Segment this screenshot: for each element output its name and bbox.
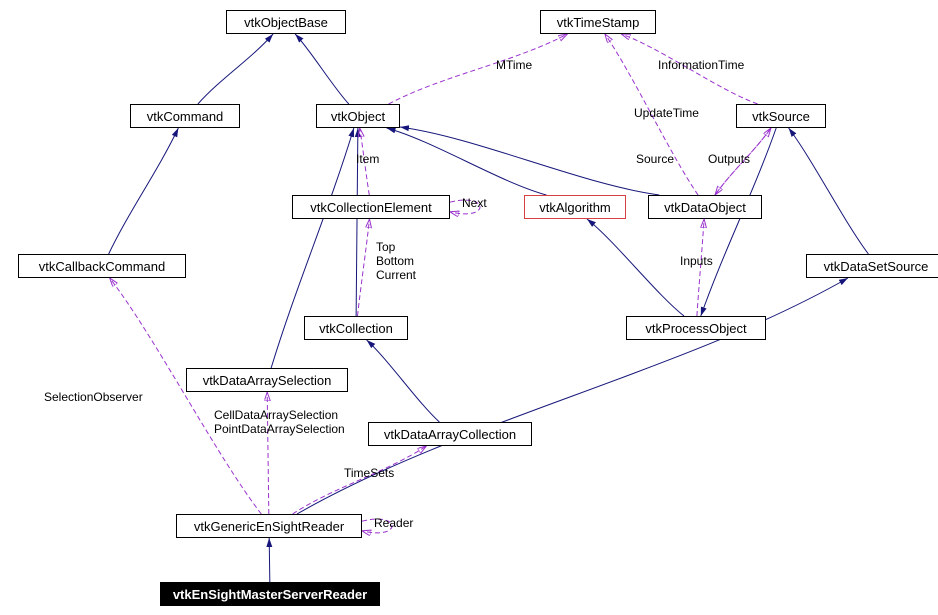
node-vtkDataObject[interactable]: vtkDataObject: [648, 195, 762, 219]
node-label: vtkEnSightMasterServerReader: [173, 587, 367, 602]
diagram-canvas: vtkObjectBase vtkTimeStamp vtkCommand vtkOb…: [0, 0, 938, 615]
node-vtkGenericEnSightReader[interactable]: vtkGenericEnSightReader: [176, 514, 362, 538]
edge-label: Reader: [374, 516, 413, 530]
edge-label: TopBottomCurrent: [376, 240, 416, 282]
edge-label: TimeSets: [344, 466, 394, 480]
node-vtkSource[interactable]: vtkSource: [736, 104, 826, 128]
edge-vtkAlgorithm-to-vtkObject: [387, 128, 547, 195]
edge-vtkCallbackCommand-to-vtkCommand: [109, 128, 179, 254]
node-label: vtkSource: [752, 109, 810, 124]
edge-vtkObject-to-vtkObjectBase: [295, 34, 349, 104]
node-label: vtkObjectBase: [244, 15, 328, 30]
edge-vtkCommand-to-vtkObjectBase: [198, 34, 273, 104]
edge-vtkDataObject-to-vtkObject: [400, 127, 659, 195]
edge-vtkCollection-to-vtkCollectionElement: [357, 219, 369, 316]
node-vtkTimeStamp[interactable]: vtkTimeStamp: [540, 10, 656, 34]
node-vtkProcessObject[interactable]: vtkProcessObject: [626, 316, 766, 340]
node-label: vtkDataArraySelection: [203, 373, 332, 388]
node-label: vtkCollectionElement: [310, 200, 431, 215]
node-vtkCallbackCommand[interactable]: vtkCallbackCommand: [18, 254, 186, 278]
edge-vtkProcessObject-to-vtkAlgorithm: [587, 219, 684, 316]
node-vtkEnSightMasterServerReader[interactable]: vtkEnSightMasterServerReader: [160, 582, 380, 606]
edges-layer: [0, 0, 938, 615]
node-label: vtkCollection: [319, 321, 393, 336]
edge-label: CellDataArraySelectionPointDataArraySele…: [214, 408, 345, 436]
node-vtkAlgorithm[interactable]: vtkAlgorithm: [524, 195, 626, 219]
edge-vtkEnSightMasterServerReader-to-vtkGenericEnSightReader: [269, 538, 270, 582]
edge-vtkDataArrayCollection-to-vtkCollection: [367, 340, 440, 422]
node-label: vtkProcessObject: [645, 321, 746, 336]
node-vtkObjectBase[interactable]: vtkObjectBase: [226, 10, 346, 34]
node-label: vtkGenericEnSightReader: [194, 519, 344, 534]
node-label: vtkDataObject: [664, 200, 746, 215]
node-label: vtkCallbackCommand: [39, 259, 165, 274]
node-vtkDataArraySelection[interactable]: vtkDataArraySelection: [186, 368, 348, 392]
node-label: vtkDataArrayCollection: [384, 427, 516, 442]
edge-label: Item: [356, 152, 379, 166]
edge-label: InformationTime: [658, 58, 744, 72]
edge-vtkDataSetSource-to-vtkSource: [789, 128, 869, 254]
node-label: vtkTimeStamp: [557, 15, 640, 30]
node-vtkDataSetSource[interactable]: vtkDataSetSource: [806, 254, 938, 278]
edge-label: UpdateTime: [634, 106, 699, 120]
edge-label: Outputs: [708, 152, 750, 166]
edge-vtkGenericEnSightReader-to-vtkDataArrayCollection: [293, 446, 427, 514]
node-vtkObject[interactable]: vtkObject: [316, 104, 400, 128]
node-label: vtkObject: [331, 109, 385, 124]
edge-label: MTime: [496, 58, 532, 72]
node-vtkDataArrayCollection[interactable]: vtkDataArrayCollection: [368, 422, 532, 446]
node-vtkCommand[interactable]: vtkCommand: [130, 104, 240, 128]
node-label: vtkDataSetSource: [824, 259, 929, 274]
edge-vtkObject-to-vtkTimeStamp: [389, 34, 568, 104]
edge-label: Source: [636, 152, 674, 166]
node-vtkCollection[interactable]: vtkCollection: [304, 316, 408, 340]
node-vtkCollectionElement[interactable]: vtkCollectionElement: [292, 195, 450, 219]
edge-label: Next: [462, 196, 487, 210]
edge-label: SelectionObserver: [44, 390, 143, 404]
edge-label: Inputs: [680, 254, 713, 268]
node-label: vtkAlgorithm: [539, 200, 611, 215]
node-label: vtkCommand: [147, 109, 224, 124]
